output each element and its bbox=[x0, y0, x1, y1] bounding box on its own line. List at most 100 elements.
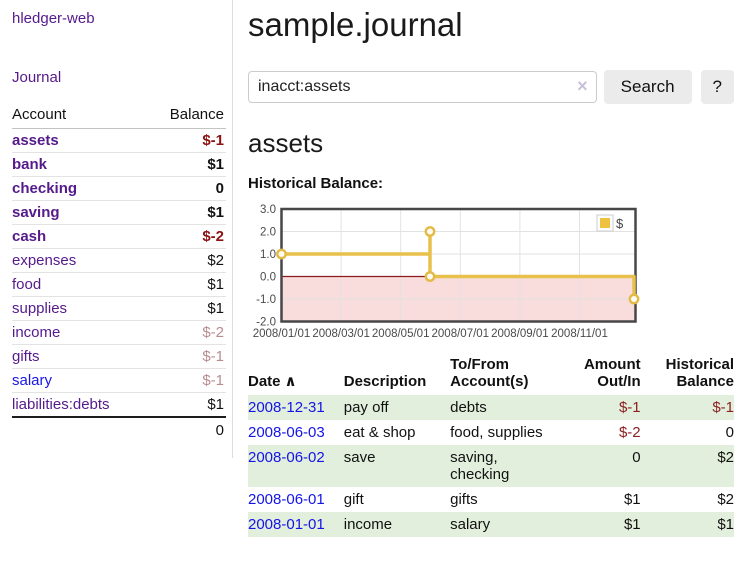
transactions-table: Date ∧ Description To/From Account(s) Amo… bbox=[248, 354, 734, 537]
search-button[interactable]: Search bbox=[603, 70, 692, 104]
transaction-balance: $2 bbox=[717, 449, 734, 466]
plot-border bbox=[280, 207, 637, 323]
transaction-accounts: saving, checking bbox=[450, 449, 510, 483]
date-column-header[interactable]: Date ∧ bbox=[248, 354, 344, 395]
y-tick-label: 2.0 bbox=[260, 227, 276, 239]
page-title: sample.journal bbox=[248, 6, 463, 43]
account-row: expenses $2 bbox=[12, 248, 226, 273]
balance-series-line bbox=[279, 229, 636, 301]
clear-search-icon[interactable]: × bbox=[577, 76, 588, 96]
account-row: gifts $-1 bbox=[12, 344, 226, 369]
search-input[interactable] bbox=[248, 71, 597, 103]
account-balance: $-2 bbox=[148, 320, 226, 345]
x-tick-label: 2008/11/01 bbox=[551, 328, 608, 340]
account-row: liabilities:debts $1 bbox=[12, 392, 226, 418]
account-balance: $1 bbox=[148, 392, 226, 418]
y-tick-label: -2.0 bbox=[256, 317, 276, 329]
data-point-2008-01-01[interactable] bbox=[276, 248, 287, 260]
transaction-description: gift bbox=[343, 491, 364, 508]
transaction-row: 2008-01-01 income salary $1 $1 bbox=[248, 512, 734, 537]
transaction-date-link[interactable]: 2008-01-01 bbox=[248, 516, 325, 533]
account-row: saving $1 bbox=[12, 200, 226, 225]
account-row: income $-2 bbox=[12, 320, 226, 345]
transaction-description: eat & shop bbox=[343, 424, 416, 441]
app-title: hledger-web bbox=[12, 10, 226, 27]
chart-legend: $ bbox=[596, 214, 624, 232]
account-link-supplies[interactable]: supplies bbox=[12, 300, 68, 317]
transaction-balance: $2 bbox=[717, 491, 734, 508]
balance-column-header: Balance bbox=[148, 103, 226, 129]
account-row: assets $-1 bbox=[12, 128, 226, 153]
legend-label: $ bbox=[616, 216, 624, 231]
help-button[interactable]: ? bbox=[700, 70, 734, 104]
legend-color-swatch bbox=[600, 218, 610, 228]
accounts-column-header: To/From Account(s) bbox=[450, 356, 529, 390]
transaction-description: pay off bbox=[343, 399, 389, 416]
transaction-accounts: debts bbox=[450, 399, 487, 416]
transaction-accounts: gifts bbox=[450, 491, 478, 508]
data-point-2008-06-01[interactable] bbox=[424, 226, 436, 237]
x-tick-label: 2008/07/01 bbox=[432, 328, 490, 340]
historical-balance-chart[interactable]: $ 3.0 2.0 1.0 0.0 -1.0 -2.0 2008/01/01 2… bbox=[248, 202, 688, 344]
page: hledger-web Journal Account Balance asse… bbox=[12, 0, 742, 557]
account-balance: $1 bbox=[148, 152, 226, 177]
balance-column-header: Historical Balance bbox=[665, 356, 734, 390]
account-link-assets[interactable]: assets bbox=[12, 132, 59, 149]
x-tick-label: 2008/01/01 bbox=[253, 328, 311, 340]
transaction-row: 2008-06-01 gift gifts $1 $2 bbox=[248, 487, 734, 512]
transaction-date-link[interactable]: 2008-06-01 bbox=[248, 491, 325, 508]
account-row: bank $1 bbox=[12, 152, 226, 177]
accounts-total-row: 0 bbox=[12, 416, 226, 442]
sidebar-item-journal[interactable]: Journal bbox=[12, 69, 62, 86]
account-row: salary $-1 bbox=[12, 368, 226, 393]
transaction-balance: $1 bbox=[717, 516, 734, 533]
transaction-date-link[interactable]: 2008-12-31 bbox=[248, 399, 325, 416]
account-balance: $1 bbox=[148, 200, 226, 225]
account-balance: $2 bbox=[148, 248, 226, 273]
y-axis-labels: 3.0 2.0 1.0 0.0 -1.0 -2.0 bbox=[256, 204, 276, 329]
account-link-gifts[interactable]: gifts bbox=[12, 348, 40, 365]
search-form: × Search ? bbox=[248, 70, 734, 104]
date-header-label: Date bbox=[248, 373, 281, 390]
account-balance: $-2 bbox=[148, 224, 226, 249]
account-balance: $-1 bbox=[148, 128, 226, 153]
x-tick-label: 2008/05/01 bbox=[372, 328, 430, 340]
search-box: × bbox=[248, 71, 597, 103]
transaction-amount: 0 bbox=[632, 449, 641, 466]
account-link-cash[interactable]: cash bbox=[12, 228, 47, 245]
account-link-expenses[interactable]: expenses bbox=[12, 252, 77, 269]
account-link-checking[interactable]: checking bbox=[12, 180, 78, 197]
transaction-amount: $1 bbox=[623, 516, 641, 533]
account-link-income[interactable]: income bbox=[12, 324, 61, 341]
account-row: food $1 bbox=[12, 272, 226, 297]
data-points[interactable] bbox=[276, 226, 640, 305]
data-point-2008-12-31[interactable] bbox=[628, 293, 640, 305]
account-link-bank[interactable]: bank bbox=[12, 156, 48, 173]
x-axis-labels: 2008/01/01 2008/03/01 2008/05/01 2008/07… bbox=[253, 328, 608, 340]
account-link-saving[interactable]: saving bbox=[12, 204, 60, 221]
data-point-2008-06-03[interactable] bbox=[424, 271, 436, 282]
y-tick-label: 0.0 bbox=[260, 272, 276, 284]
transaction-balance: 0 bbox=[725, 424, 734, 441]
account-balance: $1 bbox=[148, 296, 226, 321]
transactions-header-row: Date ∧ Description To/From Account(s) Amo… bbox=[248, 354, 734, 395]
account-link-liabilities-debts[interactable]: liabilities:debts bbox=[12, 396, 110, 413]
sort-ascending-icon: ∧ bbox=[284, 373, 297, 390]
x-tick-label: 2008/03/01 bbox=[312, 328, 370, 340]
amount-column-header: Amount Out/In bbox=[583, 356, 641, 390]
account-link-salary[interactable]: salary bbox=[12, 372, 53, 389]
app-title-link[interactable]: hledger-web bbox=[12, 10, 95, 27]
transaction-date-link[interactable]: 2008-06-02 bbox=[248, 449, 325, 466]
transaction-amount: $1 bbox=[623, 491, 641, 508]
transaction-accounts: salary bbox=[450, 516, 491, 533]
main-content: sample.journal × Search ? assets Histori… bbox=[233, 0, 742, 557]
transaction-description: save bbox=[343, 449, 376, 466]
transaction-row: 2008-12-31 pay off debts $-1 $-1 bbox=[248, 395, 734, 420]
description-column-header: Description bbox=[343, 373, 427, 390]
transaction-row: 2008-06-02 save saving, checking 0 $2 bbox=[248, 445, 734, 487]
accounts-table-header: Account Balance bbox=[12, 103, 226, 129]
transaction-date-link[interactable]: 2008-06-03 bbox=[248, 424, 325, 441]
transaction-balance: $-1 bbox=[712, 399, 734, 416]
transaction-row: 2008-06-03 eat & shop food, supplies $-2… bbox=[248, 420, 734, 445]
account-link-food[interactable]: food bbox=[12, 276, 42, 293]
